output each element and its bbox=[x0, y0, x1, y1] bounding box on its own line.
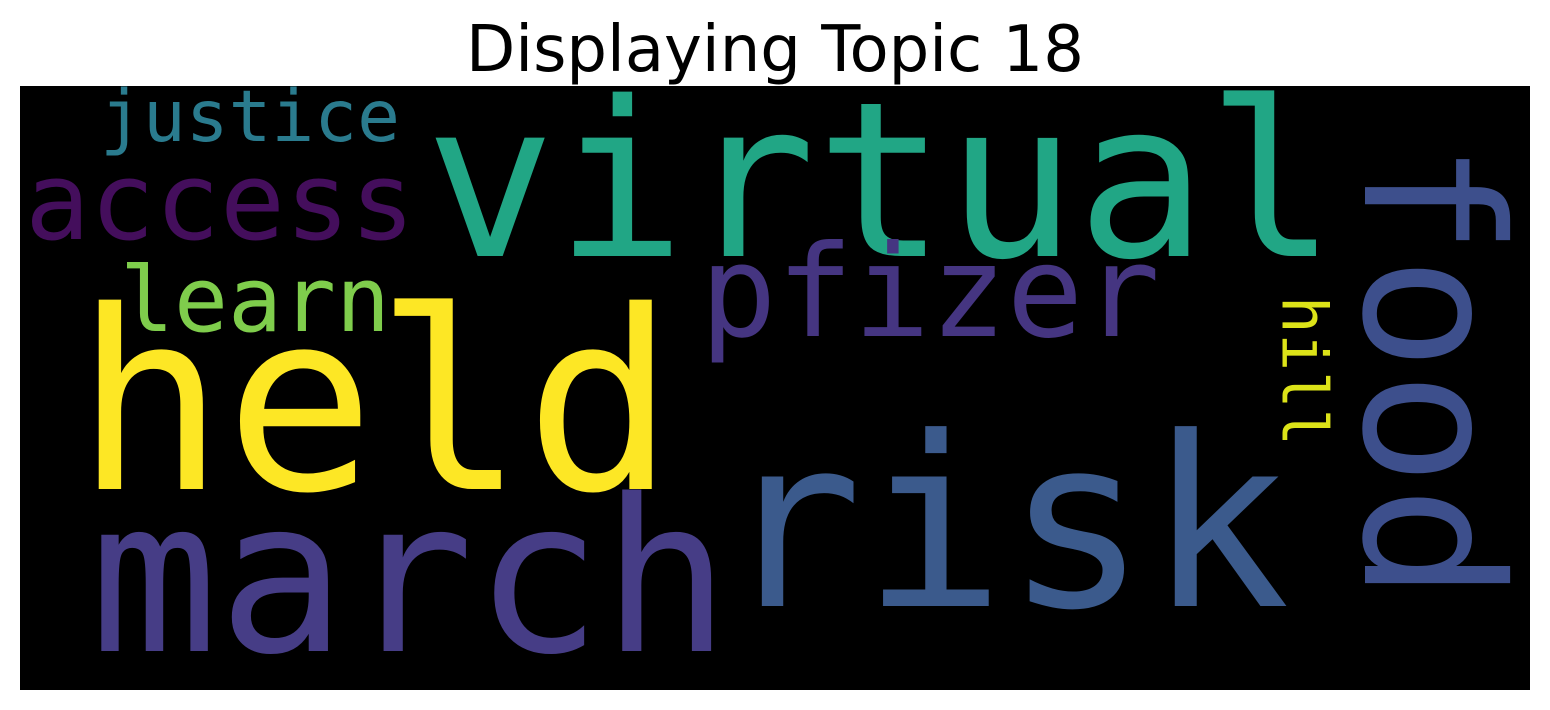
word-march: march bbox=[90, 455, 730, 690]
word-virtual: virtual bbox=[425, 86, 1337, 308]
word-access: access bbox=[25, 140, 415, 265]
word-food: food bbox=[1319, 141, 1530, 601]
word-pfizer: pfizer bbox=[700, 219, 1160, 367]
word-justice: justice bbox=[100, 86, 400, 158]
word-held: held bbox=[75, 258, 675, 548]
word-hill: hill bbox=[1268, 296, 1341, 446]
word-cloud-canvas: virtual held risk march food pfizer access lear… bbox=[20, 86, 1530, 690]
word-risk: risk bbox=[720, 386, 1290, 662]
word-learn: learn bbox=[120, 249, 390, 353]
figure-title: Displaying Topic 18 bbox=[466, 13, 1084, 87]
